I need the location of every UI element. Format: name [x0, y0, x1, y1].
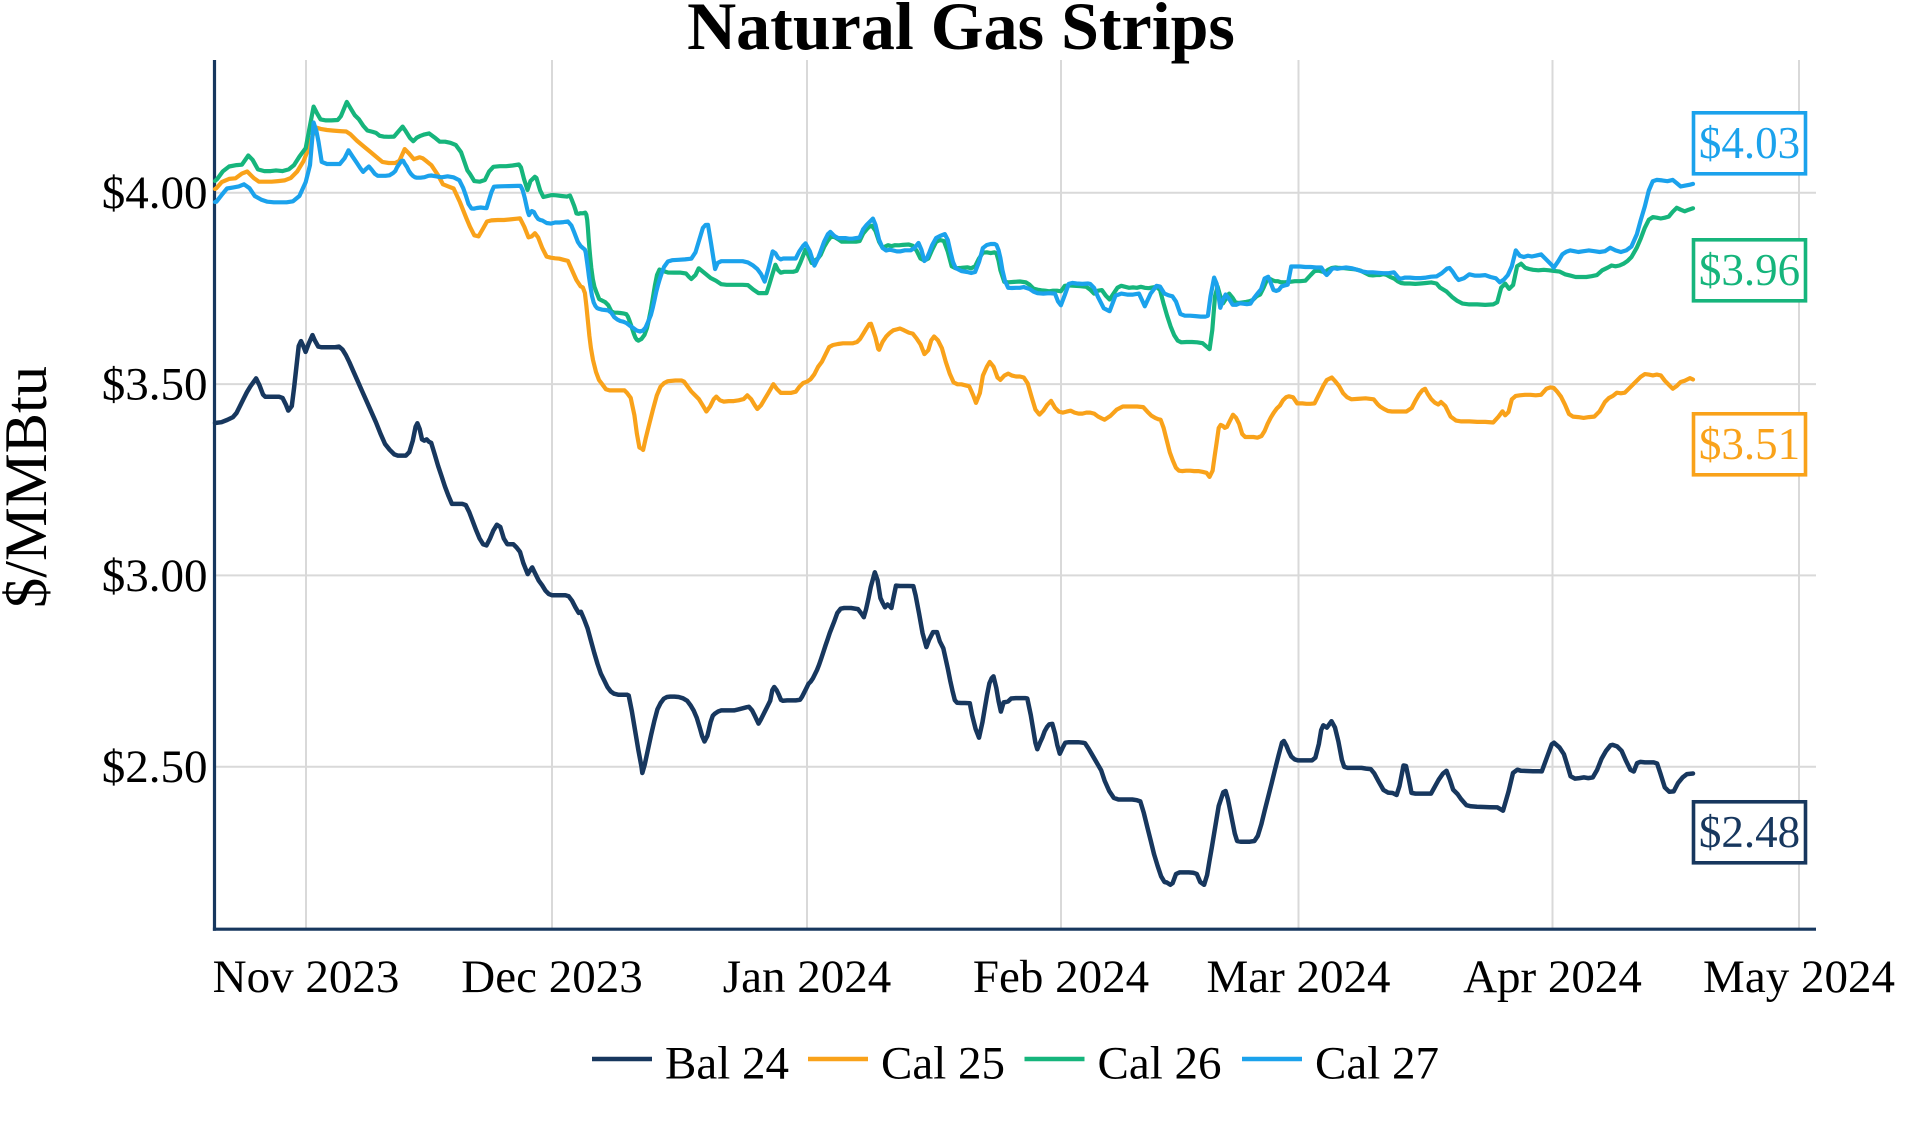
- svg-text:Dec 2023: Dec 2023: [461, 951, 642, 1003]
- svg-text:Cal 27: Cal 27: [1315, 1038, 1439, 1090]
- svg-text:Jan 2024: Jan 2024: [723, 951, 891, 1003]
- svg-text:Bal 24: Bal 24: [665, 1038, 789, 1090]
- svg-text:$2.48: $2.48: [1699, 807, 1800, 857]
- svg-text:Natural Gas Strips: Natural Gas Strips: [687, 0, 1235, 64]
- svg-text:$/MMBtu: $/MMBtu: [0, 366, 60, 608]
- svg-text:$3.00: $3.00: [102, 550, 208, 602]
- svg-text:Feb 2024: Feb 2024: [973, 951, 1149, 1003]
- svg-text:$3.96: $3.96: [1699, 245, 1800, 295]
- svg-text:Cal 25: Cal 25: [881, 1038, 1005, 1090]
- svg-text:$2.50: $2.50: [102, 741, 208, 793]
- svg-text:Cal 26: Cal 26: [1098, 1038, 1222, 1090]
- svg-text:Apr 2024: Apr 2024: [1463, 951, 1642, 1003]
- svg-text:Mar 2024: Mar 2024: [1206, 951, 1390, 1003]
- svg-text:Nov 2023: Nov 2023: [213, 951, 400, 1003]
- svg-text:$3.51: $3.51: [1699, 419, 1800, 469]
- svg-text:$4.00: $4.00: [102, 167, 208, 219]
- svg-text:$3.50: $3.50: [102, 359, 208, 411]
- svg-text:$4.03: $4.03: [1699, 118, 1800, 168]
- svg-text:May 2024: May 2024: [1703, 951, 1895, 1003]
